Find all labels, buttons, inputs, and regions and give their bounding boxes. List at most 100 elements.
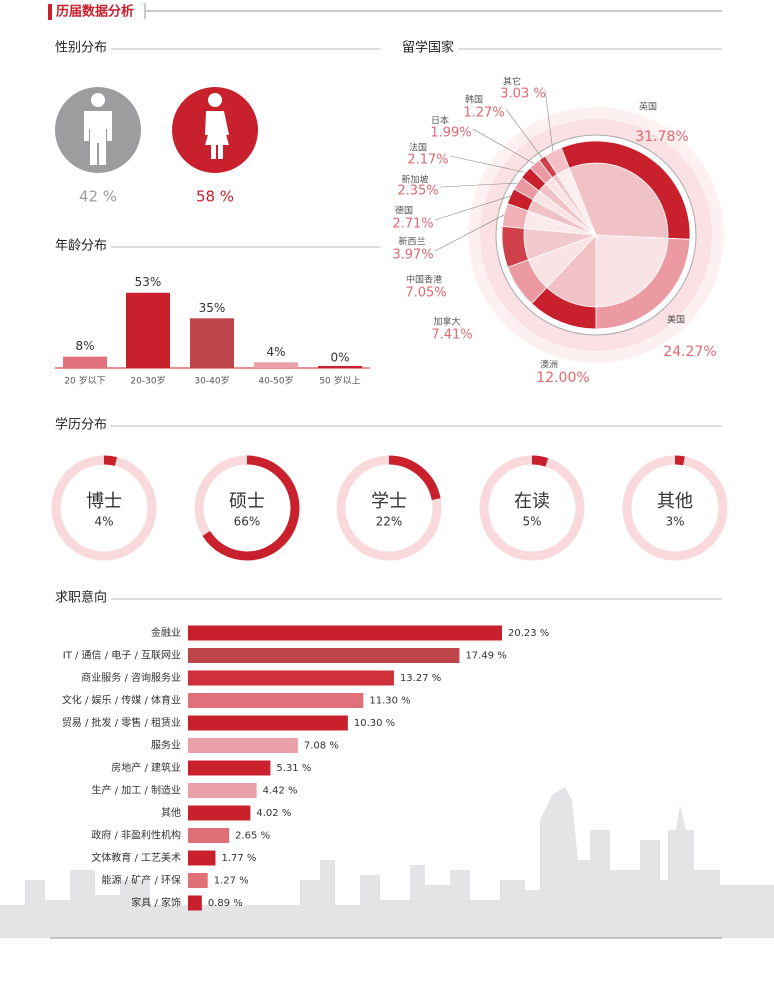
- slice-value: 2.35%: [397, 184, 438, 199]
- value-label: 35%: [199, 301, 226, 315]
- skyline: [0, 787, 774, 938]
- icon-body: [84, 111, 112, 165]
- value-label: 1.27 %: [214, 876, 249, 887]
- slice-name: 新西兰: [398, 236, 425, 248]
- x-tick-label: 40-50岁: [258, 375, 293, 387]
- y-tick-label: 文化 / 娱乐 / 传媒 / 体育业: [62, 694, 181, 707]
- slice-value: 3.03 %: [500, 87, 545, 102]
- section-title: 求职意向: [55, 590, 107, 606]
- slice-name: 其它: [503, 76, 521, 88]
- slice-value: 2.17%: [407, 153, 448, 168]
- value-label: 13.27 %: [400, 673, 441, 684]
- ring-value: 5%: [522, 515, 541, 529]
- value-label: 11.30 %: [369, 696, 410, 707]
- value-label: 1.77 %: [221, 853, 256, 864]
- value-label: 8%: [75, 339, 94, 353]
- ring-name: 博士: [86, 491, 122, 512]
- bar: [188, 828, 230, 843]
- leader-line: [449, 155, 526, 173]
- ring-arc: [622, 455, 728, 561]
- bar: [188, 760, 271, 776]
- icon-head: [91, 93, 105, 107]
- value-label: 7.08 %: [304, 741, 339, 752]
- ring-name: 学士: [371, 491, 407, 512]
- y-tick-label: 家具 / 家饰: [131, 896, 181, 909]
- ring-name: 其他: [657, 491, 693, 512]
- section-title: 留学国家: [402, 40, 454, 56]
- ring-name: 硕士: [229, 491, 265, 512]
- bar: [190, 318, 234, 368]
- ring-value: 4%: [94, 515, 113, 529]
- section-title: 学历分布: [55, 417, 107, 433]
- y-tick-label: 商业服务 / 咨询服务业: [81, 671, 181, 684]
- value-label: 0.89 %: [208, 898, 243, 909]
- bar: [188, 805, 251, 821]
- slice-value: 24.27%: [663, 344, 716, 360]
- ring-value: 22%: [376, 515, 403, 529]
- slice-value: 7.05%: [405, 286, 446, 301]
- slice-value: 3.97%: [392, 248, 433, 263]
- pie-slice: [544, 147, 570, 175]
- value-label: 42 %: [79, 188, 117, 206]
- x-tick-label: 50 岁以上: [319, 375, 360, 387]
- bar: [188, 850, 216, 866]
- slice-value: 31.78%: [635, 129, 688, 145]
- leader-line: [434, 214, 505, 252]
- y-tick-label: 贸易 / 批发 / 零售 / 租赁业: [62, 716, 181, 729]
- value-label: 2.65 %: [235, 831, 270, 842]
- slice-name: 日本: [431, 115, 449, 127]
- ring-arc: [51, 455, 157, 561]
- ring-arc: [479, 455, 585, 561]
- bar: [188, 895, 202, 911]
- x-tick-label: 20 岁以下: [64, 375, 105, 387]
- slice-value: 1.99%: [430, 126, 471, 141]
- value-label: 20.23 %: [508, 628, 549, 639]
- bar: [188, 783, 257, 798]
- leader-line: [434, 195, 511, 221]
- value-label: 58 %: [196, 188, 234, 206]
- value-label: 10.30 %: [354, 718, 395, 729]
- section-title: 年龄分布: [55, 239, 107, 254]
- slice-value: 7.41%: [431, 328, 472, 343]
- ring-name: 在读: [514, 491, 550, 512]
- y-tick-label: 房地产 / 建筑业: [111, 761, 181, 774]
- bar: [188, 715, 348, 731]
- x-tick-label: 30-40岁: [194, 375, 229, 387]
- bar: [188, 873, 208, 888]
- y-tick-label: 能源 / 矿产 / 环保: [102, 874, 181, 887]
- leader-line: [544, 89, 554, 152]
- bar: [63, 356, 107, 368]
- ring-value: 66%: [234, 515, 261, 529]
- bar: [188, 648, 460, 663]
- slice-value: 1.27%: [463, 106, 504, 121]
- icon-body: [205, 111, 229, 159]
- slice-value: 2.71%: [392, 217, 433, 232]
- bar: [318, 366, 362, 368]
- icon-head: [208, 93, 222, 107]
- y-tick-label: 服务业: [151, 739, 181, 752]
- slice-name: 韩国: [465, 94, 483, 106]
- slice-name: 新加坡: [401, 174, 428, 186]
- ring-arc: [194, 455, 300, 561]
- value-label: 17.49 %: [465, 651, 506, 662]
- slice-name: 法国: [409, 142, 427, 154]
- slice-value: 12.00%: [536, 370, 589, 386]
- ring-value: 3%: [665, 515, 684, 529]
- y-tick-label: 文体教育 / 工艺美术: [91, 851, 181, 864]
- slice-name: 澳洲: [540, 359, 558, 371]
- value-label: 4.42 %: [263, 786, 298, 797]
- value-label: 0%: [330, 351, 349, 365]
- value-label: 4%: [266, 345, 285, 359]
- y-tick-label: 金融业: [151, 626, 181, 639]
- slice-name: 德国: [395, 205, 413, 217]
- y-tick-label: 生产 / 加工 / 制造业: [92, 784, 181, 797]
- bar: [126, 292, 170, 368]
- value-label: 4.02 %: [256, 808, 291, 819]
- bar: [254, 362, 298, 368]
- page-title: 历届数据分析: [56, 4, 134, 20]
- bar: [188, 738, 298, 753]
- slice-name: 英国: [639, 101, 657, 113]
- leader-line: [505, 108, 543, 159]
